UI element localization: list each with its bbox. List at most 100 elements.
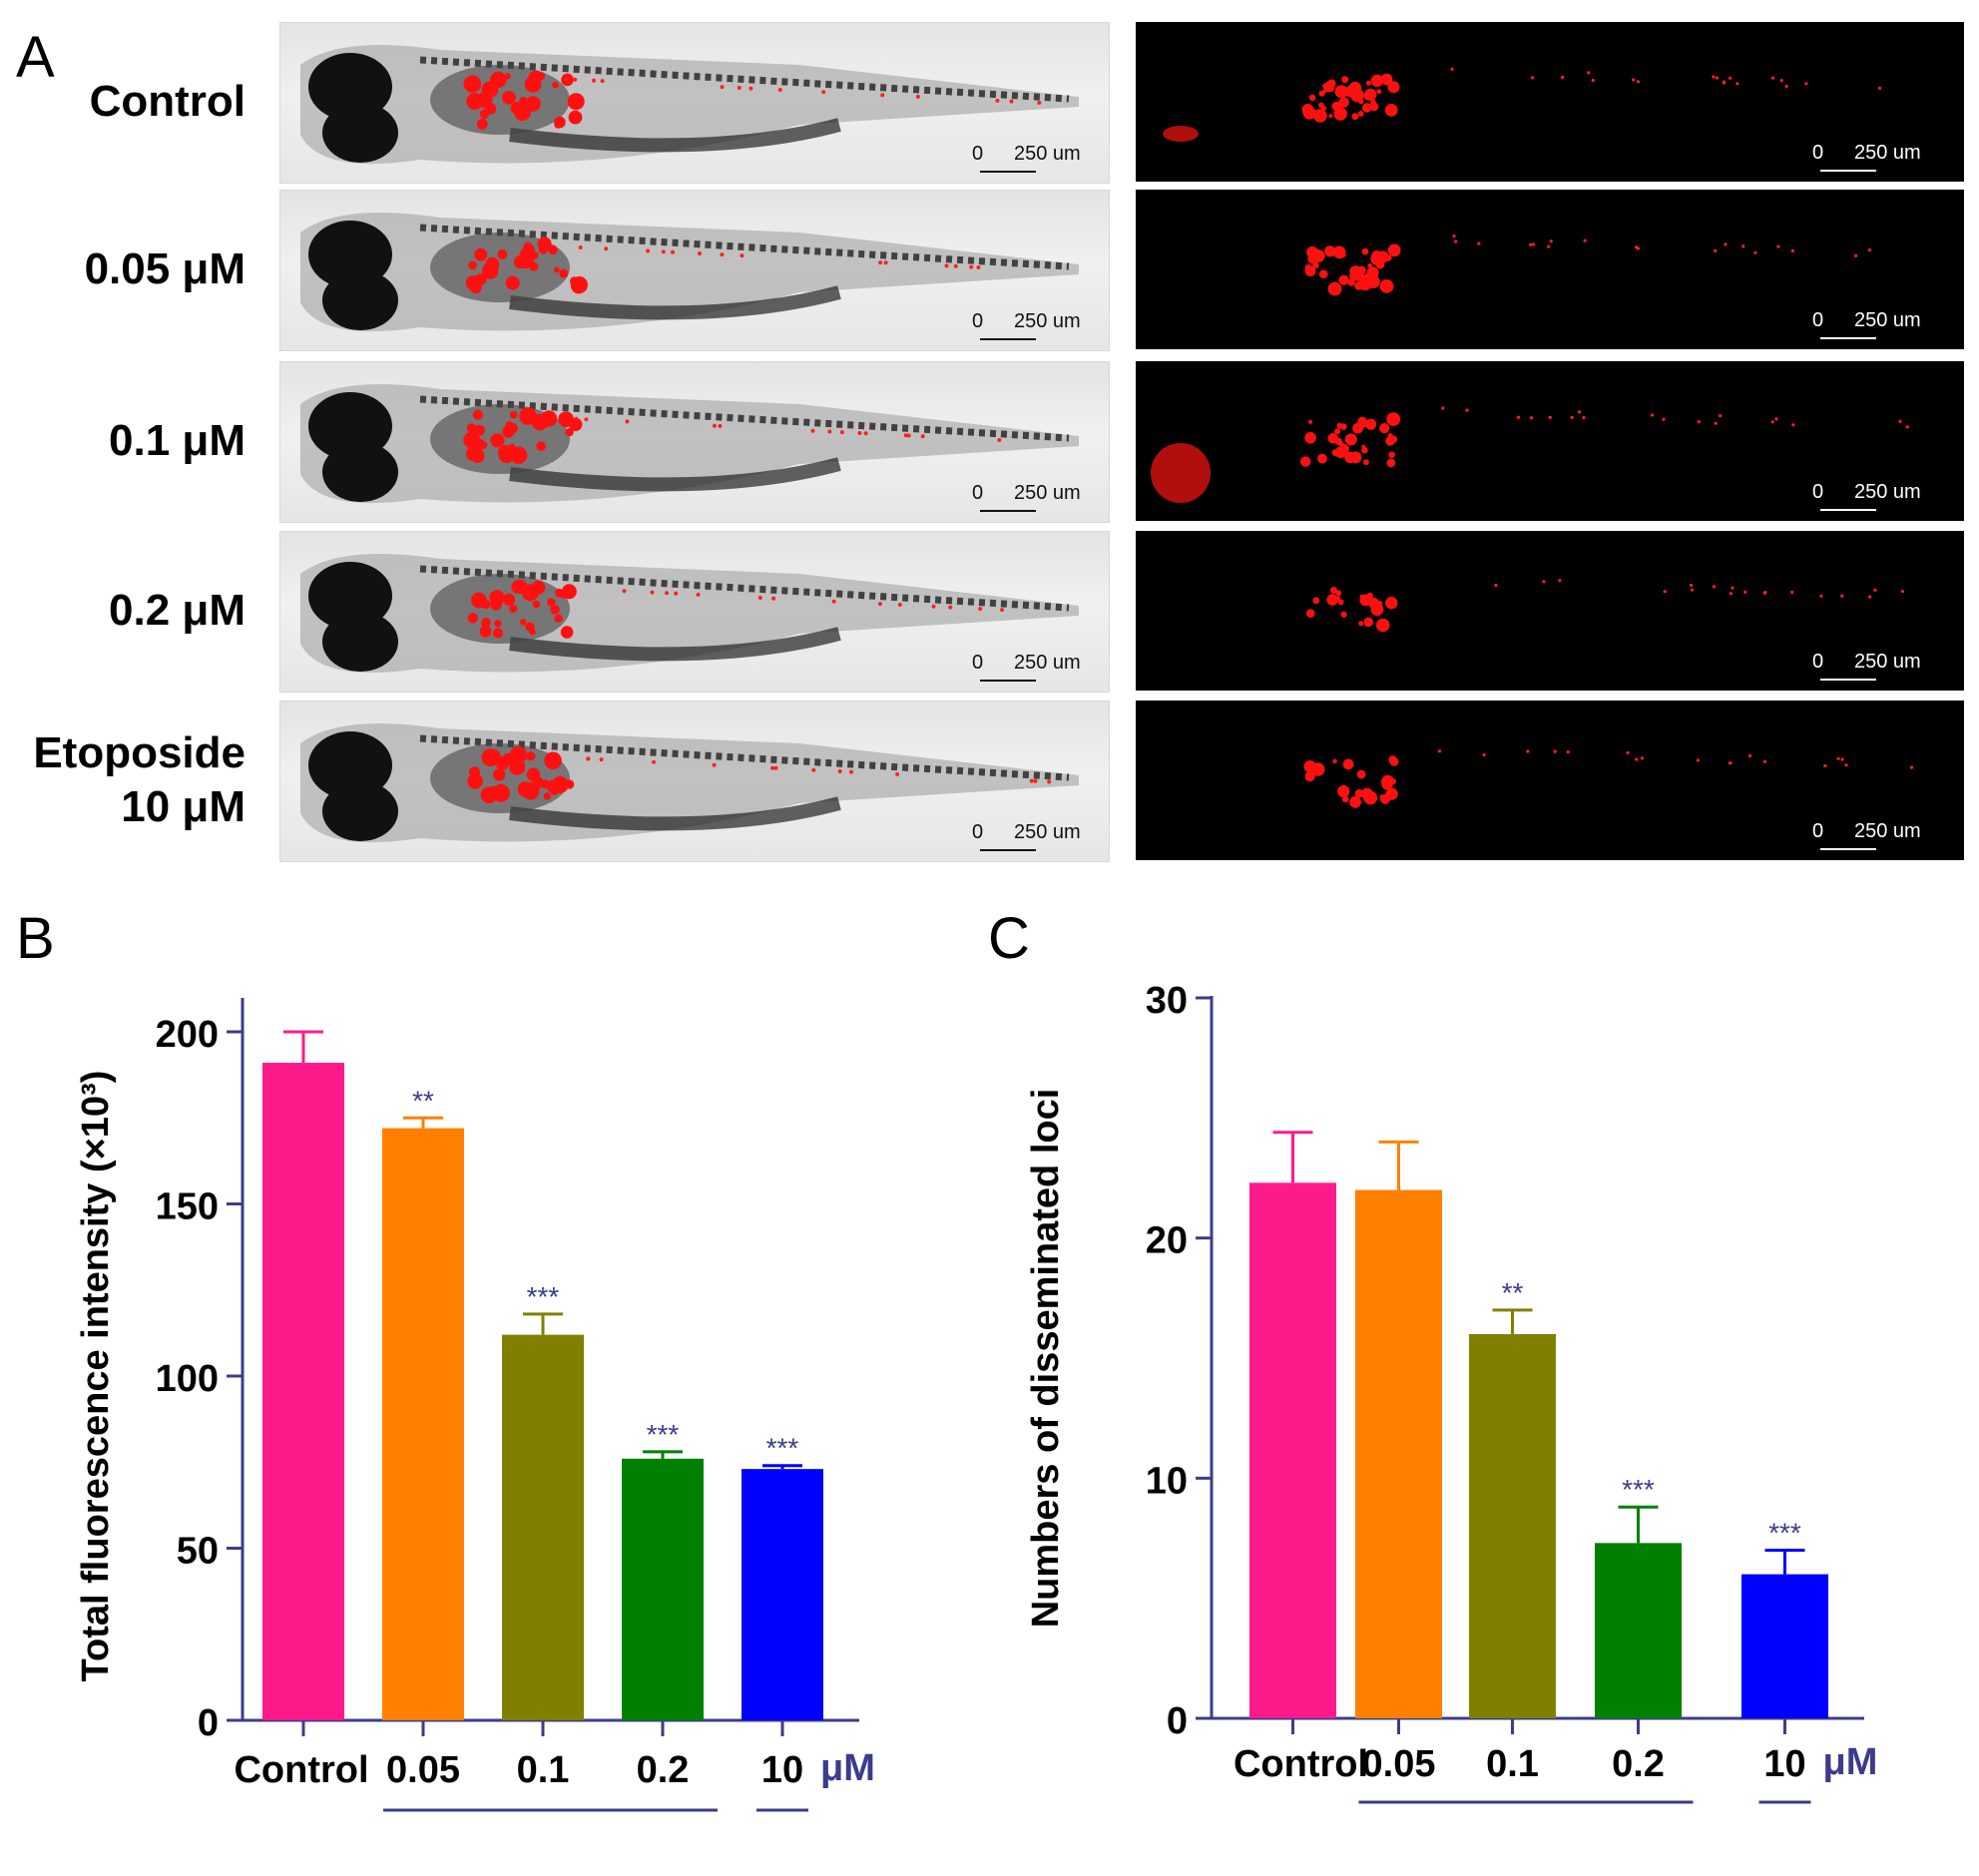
unit-label: μM [820, 1747, 875, 1789]
scale-bar-zero: 0 [972, 310, 984, 332]
group-label: 6-Hydroxymethyldihydronitidine [119, 1815, 670, 1816]
scale-bar-length: 250 um [1014, 310, 1081, 332]
group-label: Etoposide [1741, 1813, 1915, 1816]
fluorescence-signal-picture [1163, 67, 1882, 142]
zebrafish-larva-picture [300, 384, 1079, 504]
scale-bar-line [980, 849, 1036, 851]
fluorescence-image: 0 250 um [1136, 190, 1964, 349]
significance-marker: *** [766, 1433, 799, 1464]
bar [622, 1458, 704, 1720]
group-label: Etoposide [776, 1815, 950, 1816]
scale-bar-zero: 0 [1812, 142, 1824, 164]
scale-bar: 0 250 um [1812, 309, 1952, 343]
zebrafish-larva-picture [300, 45, 1079, 165]
significance-marker: ** [412, 1085, 434, 1116]
row-label-line: 0.1 μM [109, 416, 246, 465]
scale-bar: 0 250 um [1812, 820, 1952, 854]
x-category-label: 0.1 [1486, 1743, 1539, 1785]
scale-bar-line [1820, 509, 1876, 511]
row-label: Etoposide 10 μM [0, 726, 246, 834]
y-tick-label: 150 [156, 1186, 219, 1228]
scale-bar-line [1820, 848, 1876, 850]
scale-bar-zero: 0 [972, 482, 984, 504]
scale-bar-zero: 0 [972, 652, 984, 674]
unit-label: μM [1823, 1741, 1878, 1783]
fluorescence-image: 0 250 um [1136, 701, 1964, 860]
row-label-line: 10 μM [121, 782, 246, 831]
y-tick-label: 50 [177, 1531, 219, 1573]
bar [1469, 1333, 1556, 1718]
fluorescence-image: 0 250 um [1136, 361, 1964, 521]
y-axis-label: Total fluorescence intensity (×10³) [75, 1071, 117, 1682]
scale-bar-zero: 0 [972, 821, 984, 843]
scale-bar-length: 250 um [1854, 309, 1921, 331]
fluorescence-signal-picture [1305, 579, 1904, 633]
bar [262, 1063, 344, 1720]
scale-bar-length: 250 um [1854, 142, 1921, 164]
scale-bar-length: 250 um [1854, 481, 1921, 503]
bar [1741, 1574, 1828, 1718]
bar [1595, 1543, 1682, 1718]
scale-bar-length: 250 um [1014, 821, 1081, 843]
scale-bar-line [980, 680, 1036, 682]
brightfield-image: 0 250 um [279, 701, 1110, 862]
scale-bar-length: 250 um [1014, 652, 1081, 674]
y-tick-label: 0 [1167, 1700, 1188, 1742]
significance-marker: *** [1768, 1518, 1801, 1549]
bar [1249, 1182, 1336, 1718]
fluorescence-signal-picture [1303, 749, 1914, 808]
bar [502, 1334, 584, 1720]
scale-bar-line [980, 338, 1036, 340]
y-tick-label: 100 [156, 1358, 219, 1400]
x-category-label: 0.05 [1362, 1743, 1436, 1785]
group-label: 6-Hydroxymethyldihydronitidine [1089, 1813, 1640, 1816]
y-tick-label: 200 [156, 1014, 219, 1056]
row-label-line: 0.05 μM [84, 244, 246, 293]
significance-marker: *** [1622, 1474, 1655, 1505]
x-category-label: 10 [1763, 1743, 1805, 1785]
scale-bar-zero: 0 [1812, 481, 1824, 503]
x-category-label: Control [234, 1749, 368, 1791]
bar [1355, 1189, 1442, 1718]
significance-marker: *** [647, 1419, 680, 1450]
scale-bar-zero: 0 [1812, 820, 1824, 842]
bar [382, 1128, 464, 1720]
scale-bar: 0 250 um [972, 652, 1109, 686]
brightfield-image: 0 250 um [279, 531, 1110, 693]
scale-bar: 0 250 um [972, 143, 1109, 177]
chart-b: B 0 50 100 150 200 Total fluorescence intensit… [16, 906, 950, 1816]
scale-bar-zero: 0 [972, 143, 984, 165]
significance-marker: ** [1502, 1277, 1524, 1308]
row-label: 0.2 μM [0, 584, 246, 638]
scale-bar-line [1820, 337, 1876, 339]
panel-letter: B [16, 906, 55, 971]
y-axis-label: Numbers of disseminated loci [1025, 1089, 1067, 1629]
scale-bar-length: 250 um [1014, 143, 1081, 165]
row-label: 0.1 μM [0, 414, 246, 468]
row-label: Control [0, 75, 246, 129]
row-label-line: Control [89, 77, 246, 126]
zebrafish-larva-picture [300, 213, 1079, 332]
y-tick-label: 20 [1146, 1220, 1188, 1262]
x-category-label: 0.05 [386, 1749, 460, 1791]
x-category-label: 10 [761, 1749, 803, 1791]
bar [742, 1469, 823, 1720]
scale-bar: 0 250 um [1812, 142, 1952, 176]
y-tick-label: 30 [1146, 980, 1188, 1022]
zebrafish-larva-picture [300, 723, 1079, 843]
fluorescence-signal-picture [1304, 234, 1872, 296]
x-category-label: 0.1 [517, 1749, 570, 1791]
scale-bar: 0 250 um [972, 310, 1109, 344]
scale-bar: 0 250 um [1812, 651, 1952, 685]
row-label-line: Etoposide [33, 728, 246, 777]
y-tick-label: 0 [198, 1702, 219, 1744]
brightfield-image: 0 250 um [279, 190, 1110, 351]
panel-a-letter: A [16, 25, 55, 90]
scale-bar: 0 250 um [1812, 481, 1952, 515]
panel-letter: C [988, 906, 1030, 971]
fluorescence-image: 0 250 um [1136, 531, 1964, 691]
scale-bar: 0 250 um [972, 482, 1109, 516]
fluorescence-image: 0 250 um [1136, 22, 1964, 182]
scale-bar-zero: 0 [1812, 651, 1824, 673]
brightfield-image: 0 250 um [279, 22, 1110, 184]
